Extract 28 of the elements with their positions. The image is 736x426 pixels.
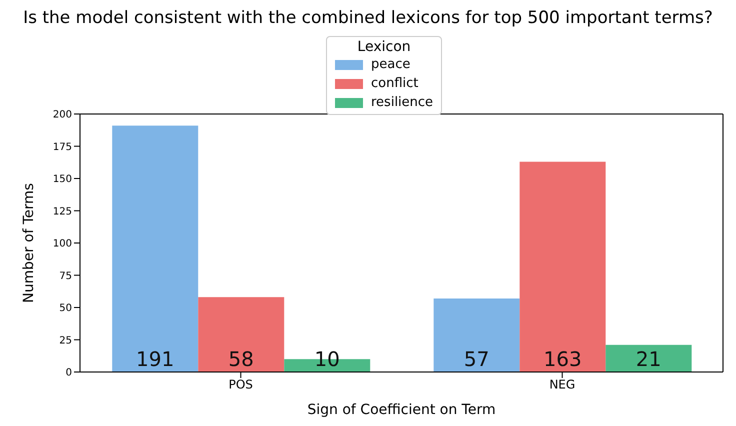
legend-label: peace (371, 56, 410, 74)
bar (112, 126, 198, 372)
bar (520, 162, 606, 372)
y-tick-label: 0 (66, 368, 72, 379)
legend-label: conflict (371, 75, 418, 93)
x-tick-label: POS (228, 378, 253, 392)
data-label: 191 (136, 347, 174, 371)
data-label: 58 (228, 347, 254, 371)
bar (434, 298, 520, 372)
y-axis-title: Number of Terms (20, 183, 37, 303)
x-tick-label: NEG (549, 378, 576, 392)
y-tick-label: 125 (52, 206, 72, 218)
legend-label: resilience (371, 94, 434, 112)
data-label: 57 (464, 347, 490, 371)
x-axis-title: Sign of Coefficient on Term (307, 402, 496, 418)
legend-title: Lexicon (356, 39, 412, 55)
y-tick-label: 200 (52, 110, 72, 121)
bar (198, 297, 284, 372)
bar (606, 344, 692, 372)
data-label: 21 (636, 347, 662, 371)
data-label: 163 (544, 347, 582, 371)
y-tick-label: 25 (59, 335, 72, 346)
chart-title: Is the model consistent with the combined lexicons for top 500 important terms? (22, 8, 714, 30)
y-tick-label: 175 (52, 142, 72, 153)
y-tick-label: 100 (52, 238, 72, 250)
y-tick-label: 150 (52, 174, 72, 186)
y-tick-label: 50 (59, 303, 72, 314)
y-tick-label: 75 (59, 270, 72, 282)
